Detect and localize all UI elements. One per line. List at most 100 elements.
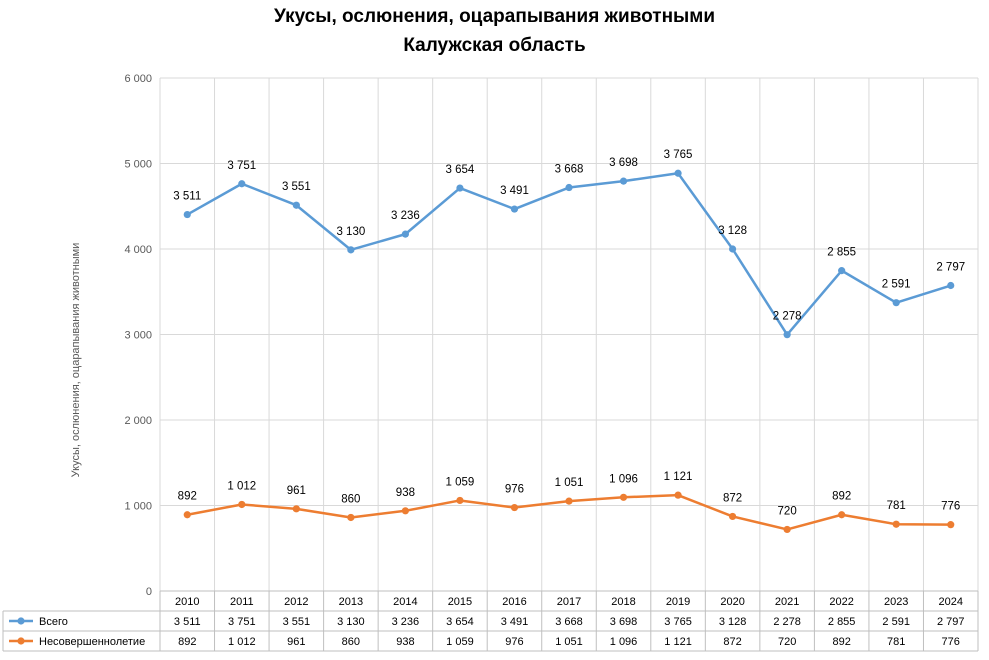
data-point — [674, 491, 682, 499]
x-tick-label: 2010 — [175, 596, 199, 608]
data-label: 781 — [887, 500, 906, 512]
table-cell: 892 — [178, 636, 196, 648]
data-point — [947, 281, 955, 290]
data-point — [892, 520, 900, 528]
legend-key-marker — [17, 617, 25, 625]
table-cell: 1 012 — [228, 636, 256, 648]
y-tick-label: 1 000 — [124, 501, 152, 513]
data-point — [565, 183, 573, 192]
x-tick-label: 2015 — [448, 596, 472, 608]
y-tick-label: 4 000 — [124, 244, 152, 256]
data-point — [183, 511, 191, 519]
table-cell: 2 855 — [828, 616, 856, 628]
x-tick-label: 2020 — [720, 596, 744, 608]
table-cell: 860 — [342, 636, 360, 648]
data-label: 1 096 — [609, 473, 638, 485]
data-label: 938 — [396, 487, 415, 499]
data-point — [565, 497, 573, 505]
table-cell: 3 668 — [555, 616, 583, 628]
table-cell: 3 654 — [446, 616, 474, 628]
legend-key-marker — [17, 637, 25, 645]
x-tick-label: 2017 — [557, 596, 581, 608]
data-point — [183, 210, 191, 219]
data-label: 3 698 — [609, 157, 638, 169]
data-point — [347, 246, 355, 254]
data-point — [947, 521, 955, 529]
data-label: 2 278 — [773, 311, 802, 323]
data-label: 872 — [723, 492, 742, 504]
table-cell: 1 121 — [664, 636, 692, 648]
table-cell: 1 051 — [555, 636, 583, 648]
x-tick-label: 2022 — [829, 596, 853, 608]
table-cell: 3 751 — [228, 616, 256, 628]
data-label: 2 855 — [827, 247, 856, 259]
x-tick-label: 2019 — [666, 596, 690, 608]
data-point — [619, 493, 628, 501]
data-label: 3 128 — [718, 225, 747, 237]
data-point — [456, 184, 464, 192]
data-point — [510, 503, 519, 512]
data-point — [456, 496, 464, 505]
data-label: 720 — [778, 505, 797, 517]
table-cell: 2 797 — [937, 616, 965, 628]
data-label: 976 — [505, 484, 524, 496]
data-point — [838, 511, 846, 519]
data-point — [619, 177, 628, 185]
table-cell: 3 130 — [337, 616, 365, 628]
table-cell: 3 236 — [392, 616, 420, 628]
legend-entry: Всего — [39, 616, 68, 628]
table-cell: 3 128 — [719, 616, 747, 628]
data-label: 2 797 — [936, 262, 965, 274]
table-cell: 2 591 — [882, 616, 910, 628]
x-tick-label: 2012 — [284, 596, 308, 608]
data-label: 3 551 — [282, 181, 311, 193]
table-cell: 938 — [396, 636, 414, 648]
data-point — [238, 180, 246, 188]
table-cell: 3 511 — [174, 616, 201, 628]
data-label: 860 — [341, 493, 360, 505]
data-point — [401, 230, 409, 238]
data-label: 3 130 — [336, 226, 365, 238]
x-tick-label: 2024 — [938, 596, 962, 608]
y-axis-title: Укусы, ослюнения, оцарапывания животными — [70, 243, 82, 478]
y-tick-label: 2 000 — [124, 415, 152, 427]
data-point — [838, 267, 846, 275]
data-label: 961 — [287, 485, 306, 497]
data-label: 2 591 — [882, 279, 911, 291]
data-label: 3 668 — [555, 164, 584, 176]
y-tick-label: 5 000 — [124, 159, 152, 171]
legend-entry: Несовершеннолетие — [39, 636, 145, 648]
table-cell: 976 — [505, 636, 523, 648]
data-point — [292, 505, 300, 513]
data-point — [729, 512, 737, 521]
data-label: 776 — [941, 501, 960, 513]
data-label: 1 121 — [664, 471, 693, 483]
y-tick-label: 0 — [146, 586, 152, 598]
data-point — [783, 331, 791, 339]
table-cell: 781 — [887, 636, 905, 648]
data-label: 3 236 — [391, 210, 420, 222]
x-tick-label: 2013 — [339, 596, 363, 608]
table-cell: 961 — [287, 636, 305, 648]
table-cell: 1 059 — [446, 636, 474, 648]
table-cell: 3 698 — [610, 616, 638, 628]
table-cell: 720 — [778, 636, 796, 648]
data-point — [892, 299, 900, 307]
data-label: 3 751 — [227, 160, 256, 172]
data-label: 3 511 — [173, 191, 201, 203]
table-cell: 3 491 — [501, 616, 529, 628]
x-tick-label: 2023 — [884, 596, 908, 608]
data-label: 1 051 — [555, 477, 584, 489]
table-cell: 3 765 — [664, 616, 692, 628]
data-label: 3 491 — [500, 185, 529, 197]
data-point — [729, 245, 737, 253]
x-tick-label: 2018 — [611, 596, 635, 608]
table-cell: 1 096 — [610, 636, 638, 648]
data-label: 3 765 — [664, 149, 693, 161]
y-tick-label: 6 000 — [124, 73, 152, 85]
chart-subtitle: Калужская область — [403, 35, 586, 56]
x-tick-label: 2016 — [502, 596, 526, 608]
data-label: 892 — [178, 491, 197, 503]
data-point — [674, 169, 682, 177]
